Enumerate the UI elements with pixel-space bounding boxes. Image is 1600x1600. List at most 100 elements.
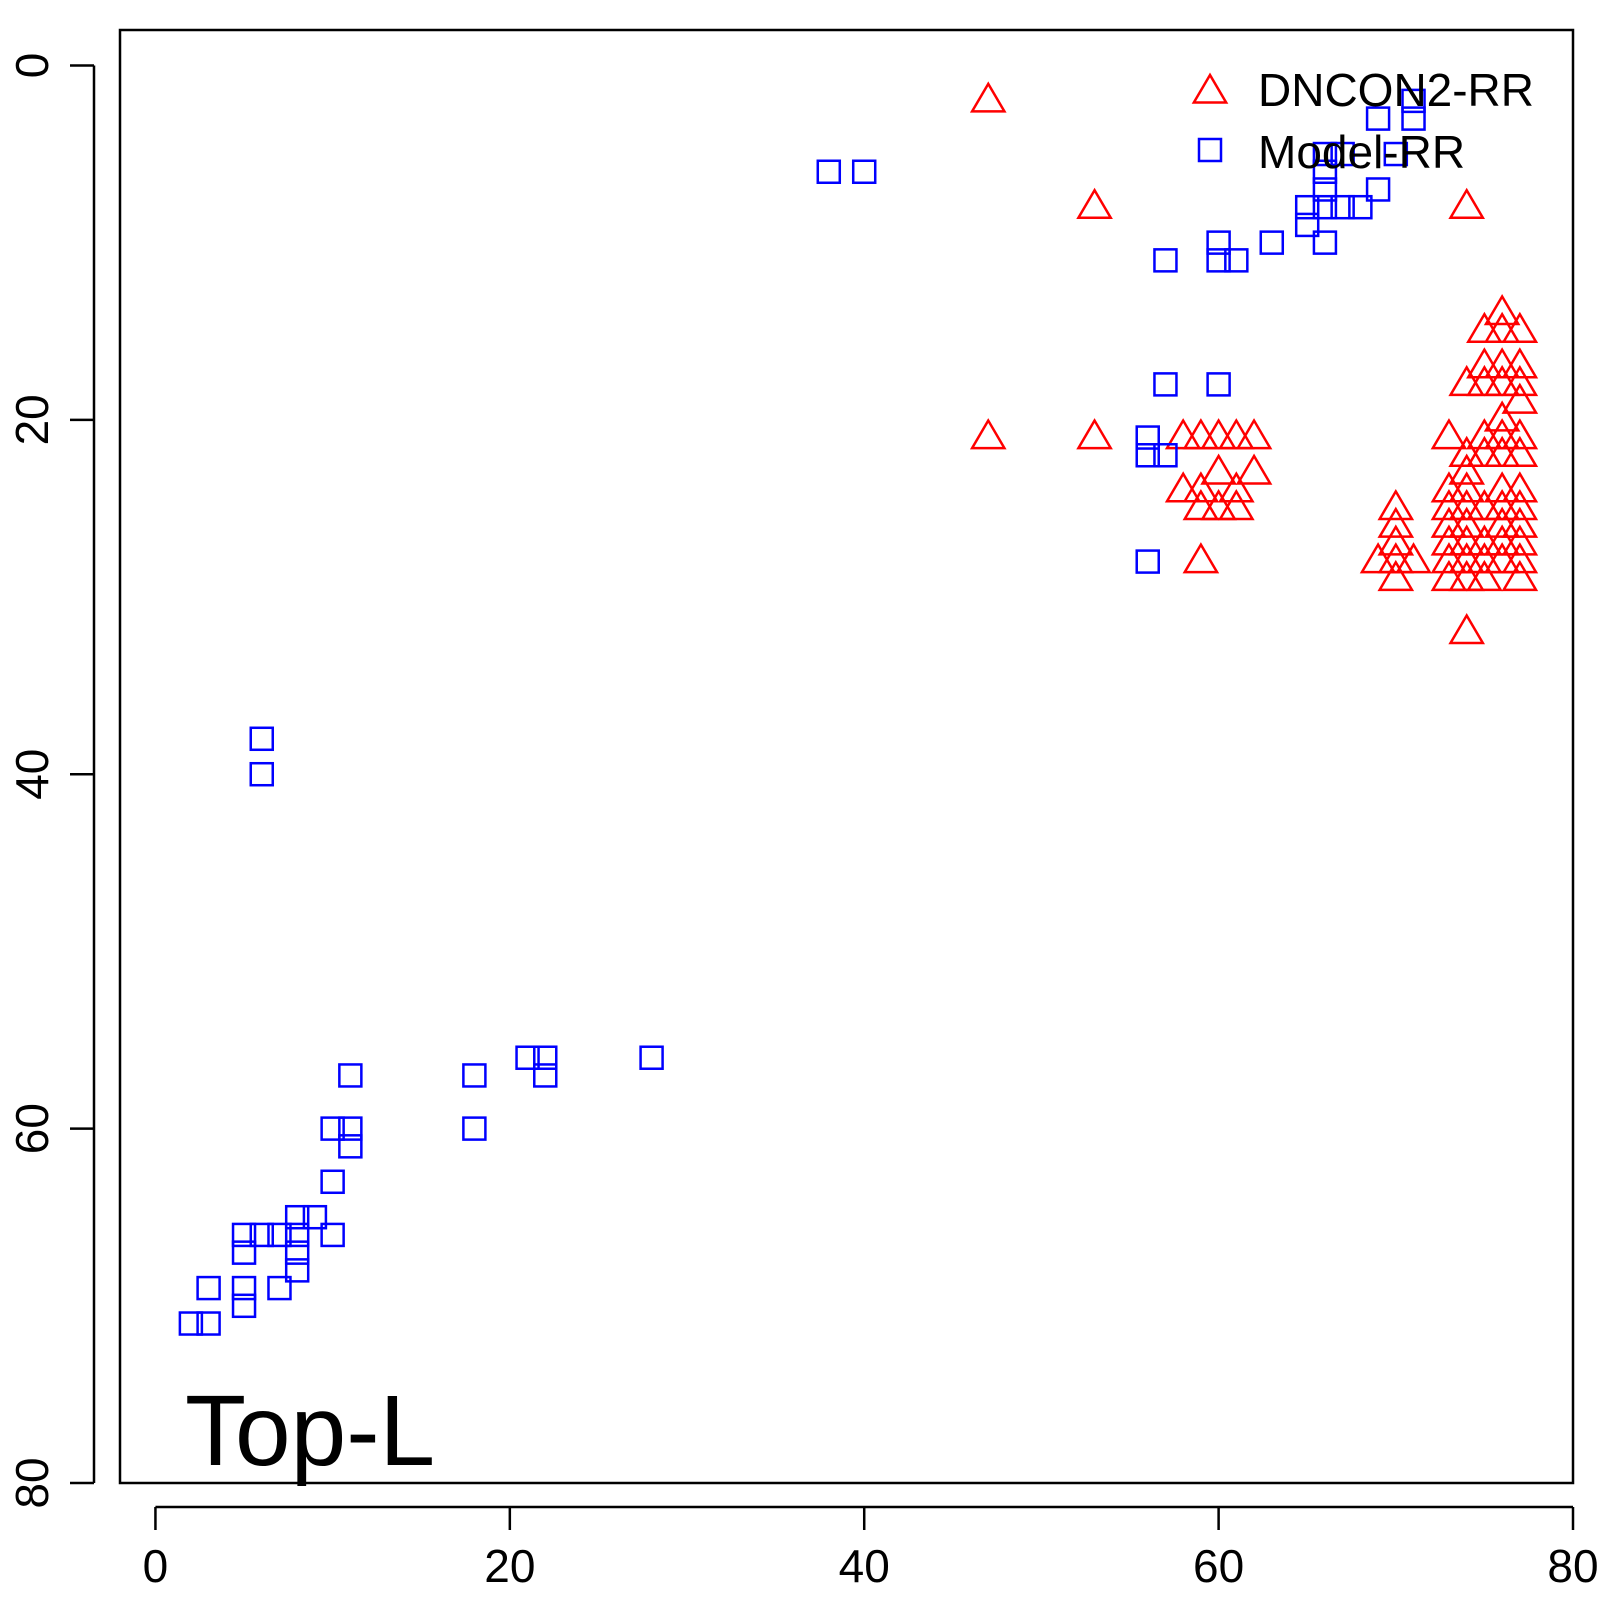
triangle-point xyxy=(1483,347,1521,379)
triangle-point xyxy=(1501,506,1539,538)
square-point xyxy=(267,1222,292,1248)
triangle-point xyxy=(1359,542,1397,574)
series-model-rr xyxy=(178,88,1426,1336)
square-point xyxy=(1224,248,1249,273)
square-point xyxy=(302,1204,328,1230)
triangle-point xyxy=(1448,435,1486,468)
triangle-point xyxy=(1182,542,1220,574)
square-point xyxy=(1135,425,1160,450)
triangle-point xyxy=(1377,542,1415,574)
square-point xyxy=(1153,372,1178,397)
y-axis: 0 20 40 60 80 xyxy=(6,53,96,1509)
square-point xyxy=(1401,88,1426,114)
triangle-point xyxy=(1483,506,1521,538)
panel-annotation: Top-L xyxy=(185,1375,435,1487)
square-point xyxy=(462,1116,487,1141)
triangle-point xyxy=(1076,418,1113,450)
triangle-point xyxy=(1448,524,1486,556)
square-point xyxy=(1206,372,1231,397)
triangle-point xyxy=(1466,542,1503,574)
triangle-point xyxy=(969,418,1007,450)
triangle-point xyxy=(1164,471,1202,503)
square-point xyxy=(639,1045,664,1070)
legend-triangle-icon xyxy=(1191,72,1229,104)
x-tick-label: 80 xyxy=(1547,1540,1598,1592)
triangle-point xyxy=(1377,559,1415,592)
square-point xyxy=(196,1275,221,1301)
square-point xyxy=(249,761,275,787)
square-point xyxy=(1312,141,1338,167)
triangle-point xyxy=(1483,542,1521,574)
triangle-point xyxy=(1235,418,1273,450)
triangle-point xyxy=(1164,418,1202,450)
triangle-point xyxy=(1377,488,1415,521)
square-point xyxy=(284,1222,310,1248)
triangle-point xyxy=(1430,471,1468,503)
triangle-point xyxy=(1466,418,1503,450)
y-tick-label: 20 xyxy=(6,394,58,445)
x-tick-label: 40 xyxy=(839,1540,890,1592)
triangle-point xyxy=(1483,435,1521,468)
triangle-point xyxy=(1501,311,1539,344)
square-point xyxy=(1330,141,1355,167)
square-point xyxy=(196,1311,221,1336)
square-point xyxy=(1206,230,1231,255)
triangle-point xyxy=(1076,187,1113,219)
square-point xyxy=(231,1222,257,1248)
triangle-point xyxy=(1235,453,1273,485)
triangle-point xyxy=(1501,435,1539,468)
triangle-point xyxy=(1448,612,1486,645)
triangle-point xyxy=(1483,364,1521,397)
square-point xyxy=(284,1258,310,1283)
square-point xyxy=(320,1222,345,1248)
triangle-point xyxy=(1217,471,1255,503)
triangle-point xyxy=(1200,488,1237,521)
triangle-point xyxy=(1217,488,1255,521)
triangle-point xyxy=(1466,364,1503,397)
triangle-point xyxy=(1430,488,1468,521)
square-point xyxy=(1259,230,1285,255)
square-point xyxy=(1294,194,1320,220)
square-point xyxy=(1312,230,1338,255)
triangle-point xyxy=(1217,418,1255,450)
legend-square-icon xyxy=(1197,137,1223,163)
square-point xyxy=(178,1311,204,1336)
triangle-point xyxy=(1466,347,1503,379)
triangle-point xyxy=(1430,559,1468,592)
series-dncon2-rr xyxy=(969,81,1539,645)
square-point xyxy=(1135,443,1160,468)
triangle-point xyxy=(1448,506,1486,538)
triangle-point xyxy=(1501,418,1539,450)
triangle-point xyxy=(1466,311,1503,344)
legend-label: DNCON2-RR xyxy=(1258,64,1534,116)
triangle-point xyxy=(1182,471,1220,503)
square-point xyxy=(1135,549,1160,574)
legend-label: Model-RR xyxy=(1258,126,1465,178)
square-point xyxy=(338,1116,363,1141)
triangle-point xyxy=(1448,364,1486,397)
triangle-point xyxy=(1483,488,1521,521)
square-point xyxy=(320,1116,345,1141)
square-point xyxy=(231,1240,257,1265)
plot-frame xyxy=(118,28,1575,1485)
triangle-point xyxy=(1377,524,1415,556)
triangle-point xyxy=(1448,471,1486,503)
triangle-point xyxy=(1501,488,1539,521)
square-point xyxy=(1153,443,1178,468)
triangle-point xyxy=(1466,488,1503,521)
triangle-point xyxy=(1430,542,1468,574)
square-point xyxy=(320,1169,345,1195)
triangle-point xyxy=(1448,559,1486,592)
square-point xyxy=(1312,159,1338,185)
triangle-point xyxy=(1448,542,1486,574)
axes xyxy=(118,28,1575,1485)
triangle-point xyxy=(1501,559,1539,592)
triangle-point xyxy=(1501,524,1539,556)
square-point xyxy=(1348,194,1373,220)
triangle-point xyxy=(1466,524,1503,556)
y-tick-label: 80 xyxy=(6,1457,58,1508)
square-point xyxy=(1330,194,1355,220)
square-point xyxy=(1312,177,1338,202)
triangle-point xyxy=(1483,400,1521,432)
x-tick-label: 20 xyxy=(484,1540,535,1592)
